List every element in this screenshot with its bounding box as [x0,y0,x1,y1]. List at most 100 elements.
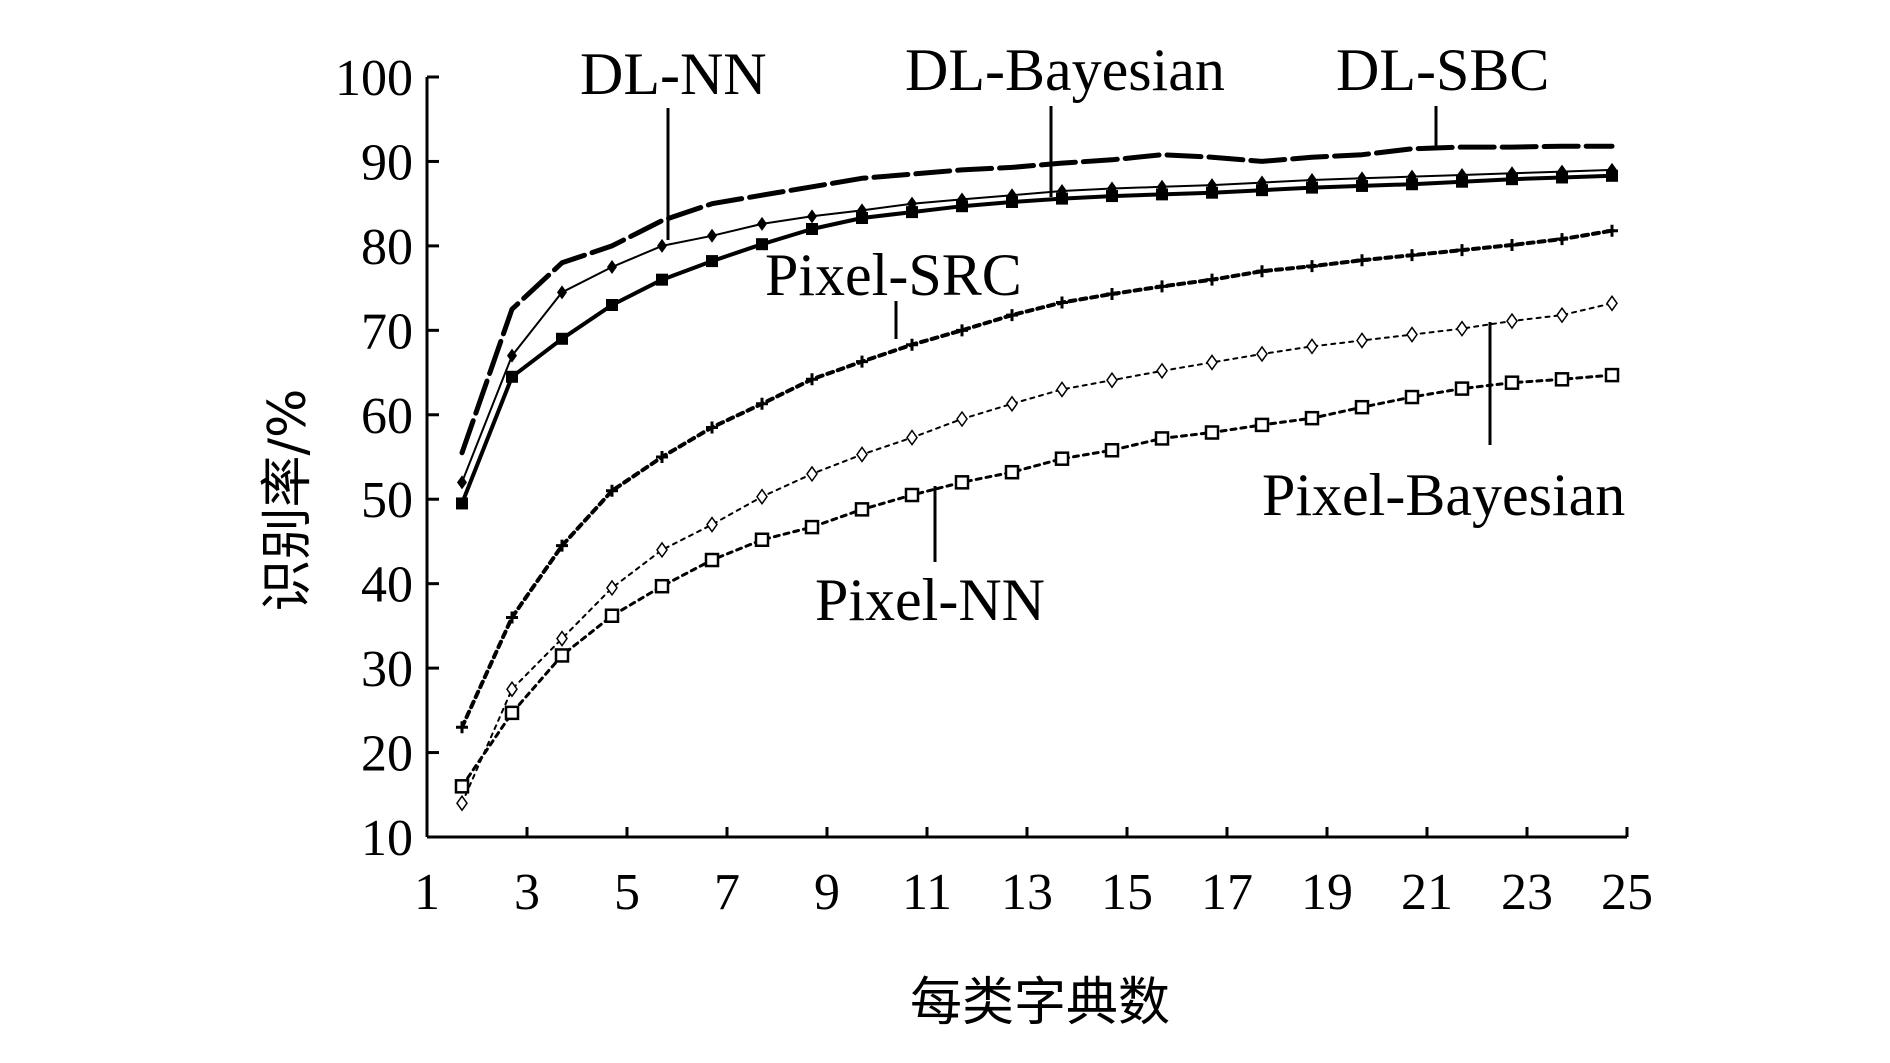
data-point-pixel-bayesian [606,579,618,597]
data-point-pixel-nn [1454,381,1470,396]
data-point-dl-nn [757,216,767,231]
data-point-dl-bayesian [556,332,568,345]
data-point-dl-nn [457,475,467,490]
data-point-pixel-bayesian [1256,345,1268,363]
data-point-pixel-nn [654,578,670,594]
x-axis-label: 每类字典数 [910,973,1170,1033]
data-point-dl-bayesian [1356,179,1368,192]
data-point-pixel-bayesian [556,630,568,647]
x-tick-label: 25 [1601,864,1653,921]
label-pixel-src: Pixel-SRC [765,242,1022,308]
data-point-dl-bayesian [706,255,718,268]
data-point-pixel-bayesian [456,794,468,812]
x-tick-label: 9 [814,864,840,921]
data-point-pixel-nn [1354,399,1370,415]
label-pixel-nn: Pixel-NN [815,567,1045,633]
y-tick-label: 80 [361,219,413,276]
data-point-dl-bayesian [606,299,618,311]
series-pixel-nn [454,367,1620,794]
data-point-pixel-bayesian [706,516,718,533]
data-point-pixel-bayesian [1206,354,1218,371]
data-point-dl-bayesian [1256,184,1268,197]
data-point-pixel-nn [454,779,470,794]
x-tick-label: 11 [902,864,952,921]
data-point-dl-nn [607,260,617,274]
data-point-pixel-src [1156,280,1168,293]
data-point-pixel-bayesian [906,429,918,446]
data-point-pixel-src [506,611,518,624]
series-dl-bayesian [456,169,1618,510]
y-tick-label: 20 [361,726,413,783]
data-point-pixel-src [906,338,918,351]
y-tick-label: 10 [361,810,413,867]
data-point-dl-bayesian [456,497,468,510]
data-point-pixel-bayesian [506,680,518,698]
data-point-pixel-src [1556,233,1568,246]
data-point-pixel-src [1056,296,1068,309]
label-dl-bayesian: DL-Bayesian [905,37,1225,103]
data-point-dl-bayesian [1156,188,1168,201]
data-point-pixel-src [1306,260,1318,273]
data-point-pixel-nn [1504,375,1520,390]
data-point-dl-bayesian [1406,178,1418,191]
y-ticks: 10 20 30 40 50 60 70 80 90 100 [335,50,439,867]
data-point-pixel-bayesian [856,446,868,463]
data-point-dl-bayesian [506,370,518,383]
data-point-dl-bayesian [1106,190,1118,203]
y-tick-label: 70 [361,303,413,360]
series-line-dl-nn [461,168,1613,484]
data-point-pixel-src [856,355,868,368]
data-point-pixel-nn [1154,431,1170,446]
data-point-pixel-nn [854,502,870,517]
data-point-pixel-src [456,721,468,734]
y-tick-label: 100 [335,50,413,107]
x-tick-label: 7 [714,864,740,921]
series-line-pixel-nn [460,373,1614,788]
data-point-dl-bayesian [956,200,968,213]
y-axis-label: 识别率/% [258,389,318,612]
series-dl-nn [457,162,1617,490]
series-layer [454,143,1620,812]
data-point-dl-bayesian [856,212,868,225]
data-point-dl-bayesian [1306,181,1318,194]
data-point-pixel-nn [1004,464,1020,480]
series-line-pixel-src [460,228,1614,730]
data-point-pixel-src [1356,254,1368,267]
data-point-pixel-src [1006,309,1018,322]
y-tick-label: 60 [361,388,413,445]
data-point-pixel-nn [804,519,820,535]
x-ticks: 1 3 5 7 9 11 13 15 17 19 21 23 25 [414,827,1653,921]
series-dl-sbc [459,143,1615,456]
y-tick-label: 90 [361,134,413,191]
y-tick-label: 50 [361,472,413,529]
data-point-pixel-src [1106,288,1118,301]
data-point-pixel-nn [1604,367,1620,383]
series-line-pixel-bayesian [461,302,1613,805]
series-line-dl-bayesian [460,173,1614,506]
data-point-pixel-src [556,539,568,552]
data-point-pixel-src [606,484,618,497]
data-point-pixel-nn [604,608,620,624]
data-point-pixel-src [1256,265,1268,278]
data-point-pixel-src [1406,249,1418,262]
data-point-pixel-nn [1204,425,1220,440]
data-point-dl-nn [507,348,517,363]
data-point-pixel-nn [904,487,920,503]
data-point-pixel-src [1506,239,1518,252]
data-point-pixel-bayesian [1556,306,1568,324]
label-dl-sbc: DL-SBC [1336,37,1549,103]
x-tick-label: 15 [1101,864,1153,921]
data-point-dl-bayesian [1506,173,1518,186]
data-point-pixel-bayesian [806,465,818,483]
data-point-pixel-bayesian [956,410,968,428]
series-callouts: DL-NN DL-Bayesian DL-SBC Pixel-SRC Pixel… [580,37,1625,633]
x-tick-label: 13 [1001,864,1053,921]
data-point-pixel-bayesian [656,541,668,559]
series-pixel-src [456,224,1618,734]
label-pixel-bayesian: Pixel-Bayesian [1262,462,1625,528]
data-point-pixel-bayesian [1456,320,1468,337]
series-pixel-bayesian [456,295,1618,812]
data-point-pixel-src [656,451,668,463]
